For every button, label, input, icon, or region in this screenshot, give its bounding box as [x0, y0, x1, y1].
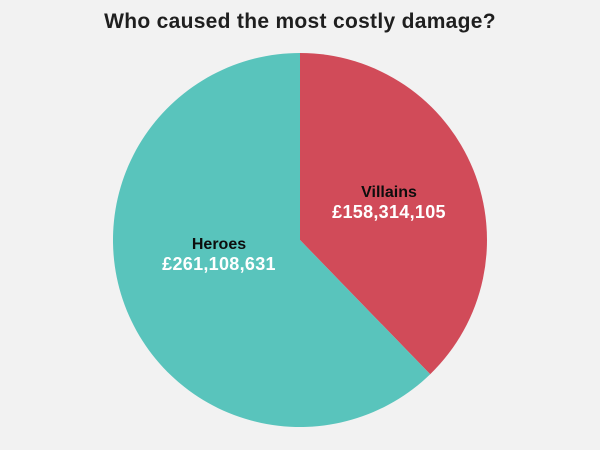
- pie-slice-heroes: [112, 52, 431, 428]
- chart-title: Who caused the most costly damage?: [104, 10, 496, 33]
- pie-slice-villains: [300, 53, 487, 375]
